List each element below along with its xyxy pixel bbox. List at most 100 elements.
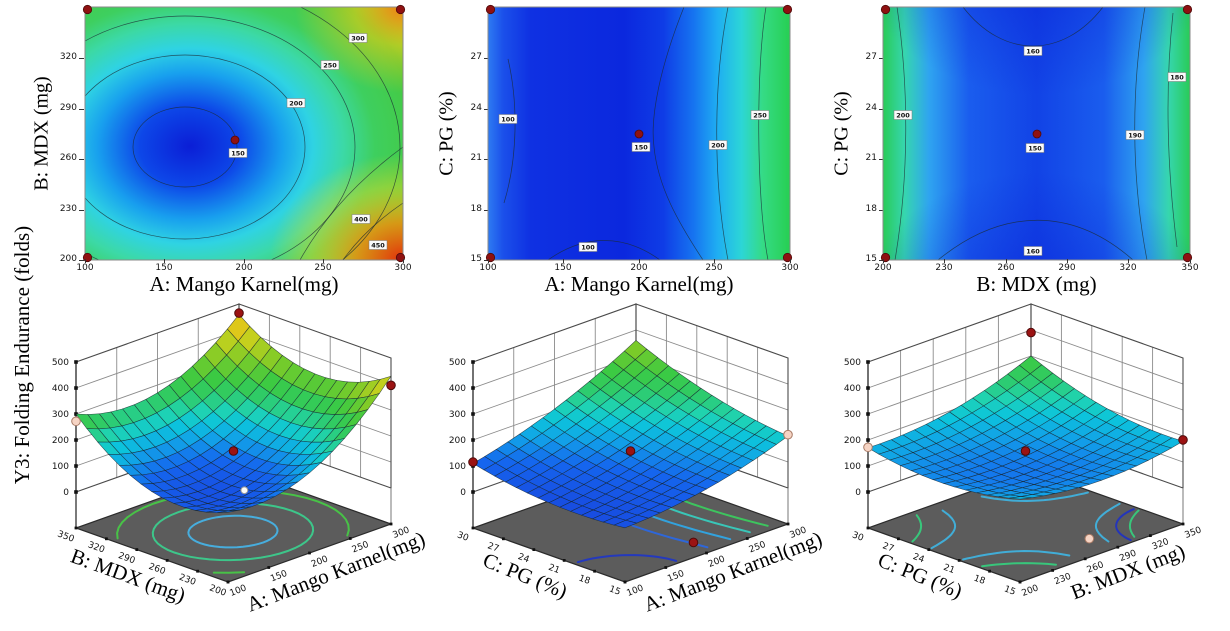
svg-text:500: 500 [52,358,69,368]
y-tick: 15 [452,254,489,265]
y-axis-title: B: MDX (mg) [30,76,53,191]
svg-text:250: 250 [323,61,337,69]
svg-text:27: 27 [486,541,500,554]
svg-text:180: 180 [1170,73,1184,81]
x-tick: 250 [308,259,338,274]
svg-text:24: 24 [516,552,530,565]
svg-text:150: 150 [1028,144,1042,152]
contour-label: 250 [320,60,340,70]
svg-text:18: 18 [577,574,591,587]
y-tick: 320 [47,52,84,63]
contour-field: 160 200 150 190 180 160 [880,4,1193,263]
svg-text:18: 18 [972,574,986,587]
x-tick: 200 [624,259,654,274]
y-tick: 230 [47,204,84,215]
svg-text:300: 300 [52,410,69,420]
y-tick: 200 [47,254,84,265]
contour-plot-pg-vs-mdx: C: PG (%) 27 24 21 18 15 [831,0,1220,300]
svg-text:450: 450 [371,241,385,249]
svg-text:300: 300 [844,410,861,420]
contour-plot-pg-vs-mango: C: PG (%) 27 24 21 18 15 [436,0,820,300]
svg-text:350: 350 [56,529,76,544]
svg-text:250: 250 [753,111,767,119]
contour-label: 200 [286,98,306,108]
x-tick: 150 [149,259,179,274]
svg-text:100: 100 [501,115,515,123]
y-tick: 27 [452,52,489,63]
contour-label: 180 [1167,72,1187,82]
svg-text:24: 24 [911,552,925,565]
svg-text:200: 200 [289,99,303,107]
svg-text:30: 30 [456,530,470,543]
x-tick: 100 [70,259,100,274]
svg-text:160: 160 [1026,47,1040,55]
x-axis-title: A: Mango Karnel(mg) [544,272,734,296]
contour-label: 200 [893,110,913,120]
svg-text:200: 200 [711,141,725,149]
svg-text:100: 100 [449,462,466,472]
contour-lines [85,7,403,260]
contour-field: 150 200 250 300 400 450 [82,4,406,263]
y-tick: 24 [847,103,884,114]
design-point-markers [880,4,1193,263]
x-tick: 290 [1052,259,1082,274]
contour-label: 250 [750,110,770,120]
svg-text:400: 400 [354,215,368,223]
x-axis-title: A: Mango Karnel(mg) [149,272,339,296]
svg-text:15: 15 [608,584,622,597]
svg-text:500: 500 [449,358,466,368]
x-tick: 200 [229,259,259,274]
surface-plot-pg-mango: 0 100 200 300 400 500 30 27 24 21 18 15 100 150 200 250… [425,300,830,631]
contour-field: 100 150 200 250 100 [485,4,793,263]
svg-text:200: 200 [52,436,69,446]
y-tick: 21 [847,153,884,164]
contour-label: 450 [368,240,388,250]
svg-text:150: 150 [634,143,648,151]
svg-text:200: 200 [208,583,228,598]
svg-text:500: 500 [844,358,861,368]
y-tick: 18 [847,204,884,215]
svg-text:0: 0 [63,488,69,498]
contour-plot-mdx-vs-mango: B: MDX (mg) 320 290 260 230 200 [31,0,435,300]
contour-label: 150 [1025,143,1045,153]
contour-label: 100 [498,114,518,124]
contour-label: 190 [1125,130,1145,140]
svg-text:400: 400 [844,384,861,394]
svg-text:300: 300 [351,34,365,42]
x-tick: 230 [929,259,959,274]
svg-text:21: 21 [547,563,561,576]
x-tick: 200 [868,259,898,274]
y-tick: 15 [847,254,884,265]
svg-text:21: 21 [942,563,956,576]
svg-text:300: 300 [449,410,466,420]
contour-label: 150 [228,148,248,158]
x-tick: 350 [1175,259,1205,274]
svg-text:0: 0 [460,488,466,498]
svg-text:100: 100 [52,462,69,472]
svg-text:0: 0 [855,488,861,498]
svg-text:30: 30 [851,530,865,543]
contour-label: 160 [1023,246,1043,256]
x-axis-title: B: MDX (mg) [976,272,1097,296]
svg-text:15: 15 [1003,584,1017,597]
x-tick: 100 [473,259,503,274]
svg-text:100: 100 [844,462,861,472]
x-tick: 320 [1113,259,1143,274]
x-tick: 250 [699,259,729,274]
y-tick: 27 [847,52,884,63]
y-tick: 21 [452,153,489,164]
y-axis-title: C: PG (%) [830,91,853,176]
svg-text:190: 190 [1128,131,1142,139]
svg-text:160: 160 [1026,247,1040,255]
y-tick: 18 [452,204,489,215]
svg-text:400: 400 [52,384,69,394]
svg-text:27: 27 [881,541,895,554]
contour-lines [503,7,769,260]
contour-label: 200 [708,140,728,150]
y-axis-title: C: PG (%) [435,91,458,176]
x-tick: 300 [388,259,418,274]
